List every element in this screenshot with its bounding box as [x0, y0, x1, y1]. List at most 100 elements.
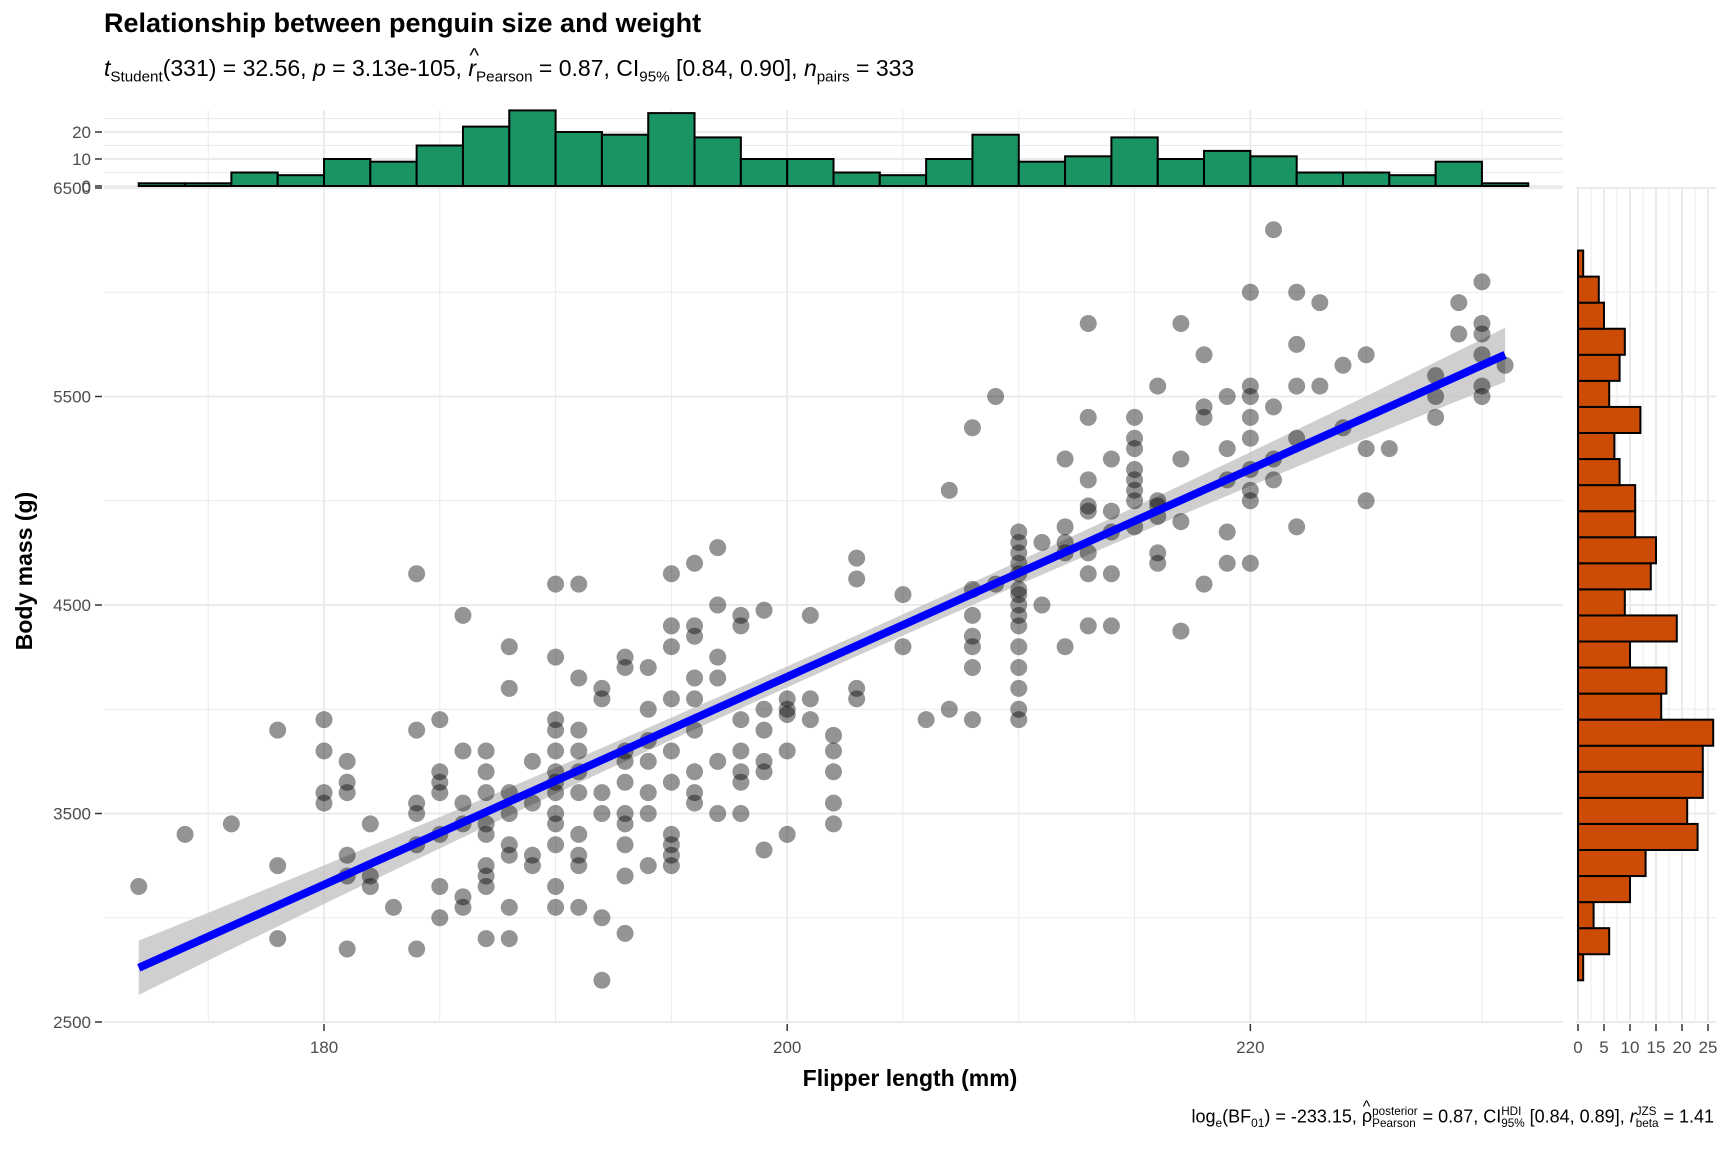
data-point	[1172, 450, 1190, 468]
right-histogram-bar	[1577, 640, 1631, 669]
data-point	[570, 575, 588, 593]
data-point	[269, 930, 287, 948]
right-histogram-bar	[1577, 822, 1699, 851]
right-histogram-bar	[1577, 536, 1657, 565]
data-point	[176, 825, 194, 843]
bf-open: (BF	[1222, 1106, 1252, 1127]
data-point	[616, 773, 634, 791]
data-point	[1079, 544, 1097, 562]
data-point	[408, 565, 426, 583]
r-beta-subscript: beta	[1635, 1116, 1659, 1130]
data-point	[130, 877, 148, 895]
right-histogram-bar	[1577, 718, 1715, 747]
top-histogram-bar	[1388, 174, 1437, 187]
data-point	[616, 815, 634, 833]
t-subscript: Student	[110, 68, 163, 86]
data-point	[639, 752, 657, 770]
chart-title: Relationship between penguin size and we…	[104, 8, 702, 38]
data-point	[1126, 481, 1144, 499]
right-histogram-bar	[1577, 692, 1663, 721]
data-point	[963, 627, 981, 645]
top-histogram-bar	[1203, 149, 1252, 187]
data-point	[477, 742, 495, 760]
data-point	[1311, 294, 1329, 312]
data-point	[940, 700, 958, 718]
data-point	[1079, 408, 1097, 426]
data-point	[1357, 492, 1375, 510]
data-point	[523, 752, 541, 770]
data-point	[593, 805, 611, 822]
right-histogram-bar	[1577, 405, 1642, 434]
data-point	[547, 815, 565, 833]
data-point	[500, 679, 518, 697]
data-point	[338, 846, 356, 864]
data-point	[1172, 622, 1190, 640]
data-point	[1079, 502, 1097, 520]
data-point	[755, 763, 773, 781]
data-point	[616, 805, 634, 822]
right-histogram-bar	[1577, 744, 1704, 773]
data-point	[1288, 377, 1306, 395]
p-value: = 3.13e-105,	[325, 55, 469, 81]
data-point	[639, 659, 657, 677]
right-x-tick-label: 20	[1673, 1038, 1692, 1057]
data-point	[1241, 554, 1259, 572]
r-symbol: r	[468, 44, 478, 82]
data-point	[500, 846, 518, 864]
data-point	[338, 940, 356, 958]
data-point	[778, 742, 796, 760]
data-point	[825, 794, 842, 812]
right-histogram-bar	[1577, 327, 1626, 356]
data-point	[825, 815, 842, 833]
data-point	[662, 846, 680, 864]
data-point	[1311, 377, 1329, 395]
right-histogram-bar	[1577, 953, 1585, 982]
data-point	[709, 805, 727, 822]
data-point	[1010, 596, 1028, 614]
data-point	[1473, 325, 1491, 343]
top-histogram-bar	[323, 158, 372, 187]
data-point	[547, 742, 565, 760]
data-point	[662, 857, 680, 875]
data-point	[1010, 533, 1028, 551]
data-point	[477, 857, 495, 875]
data-point	[917, 711, 935, 729]
data-point	[431, 763, 449, 781]
y-tick-label: 6500	[53, 179, 91, 198]
r-beta-value: = 1.41	[1658, 1106, 1714, 1127]
hdi-ci-superscript: HDI	[1501, 1105, 1522, 1118]
data-point	[709, 648, 727, 666]
data-point	[408, 721, 426, 739]
data-point	[570, 898, 588, 916]
data-point	[1450, 325, 1468, 343]
data-point	[315, 784, 333, 802]
data-point	[547, 898, 565, 916]
n-value: = 333	[849, 55, 915, 81]
data-point	[1010, 679, 1028, 697]
data-point	[1010, 586, 1028, 604]
data-point	[662, 773, 680, 791]
data-point	[987, 388, 1005, 405]
data-point	[1241, 283, 1259, 301]
right-histogram-bar	[1577, 353, 1621, 382]
data-point	[1102, 617, 1120, 635]
right-histogram-bar	[1577, 379, 1611, 408]
data-point	[523, 794, 541, 812]
data-point	[1195, 398, 1213, 416]
data-point	[477, 825, 495, 843]
data-point	[732, 805, 750, 822]
data-point	[639, 857, 657, 875]
data-point	[732, 617, 750, 635]
data-point	[755, 700, 773, 718]
data-point	[1334, 356, 1352, 374]
data-point	[732, 742, 750, 760]
data-point	[1079, 471, 1097, 489]
data-point	[686, 794, 704, 812]
n-subscript: pairs	[816, 68, 850, 86]
top-histogram-bar	[415, 144, 464, 187]
data-point	[755, 601, 773, 619]
right-histogram	[1577, 249, 1715, 982]
top-histogram	[137, 109, 1530, 188]
data-point	[963, 711, 981, 729]
hdi-ci-subscript: 95%	[1501, 1116, 1525, 1130]
